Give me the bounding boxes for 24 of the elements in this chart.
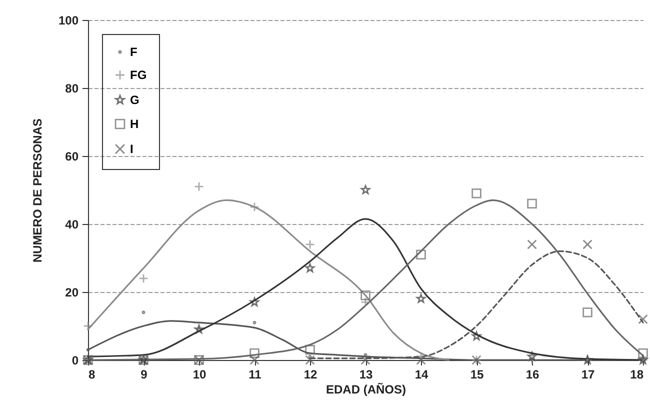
x-axis-title: EDAD (AÑOS) (326, 382, 406, 396)
x-tick-label: 10 (192, 368, 206, 382)
y-axis-title: NUMERO DE PERSONAS (30, 118, 44, 263)
x-tick-label: 15 (470, 368, 484, 382)
y-tick-label: 60 (65, 150, 79, 164)
y-tick-label: 0 (72, 354, 79, 368)
x-tick-label: 18 (630, 368, 644, 382)
x-tick-label: 11 (248, 368, 262, 382)
legend-label: I (130, 142, 134, 156)
y-tick-label: 80 (65, 82, 79, 96)
legend-label: F (130, 45, 138, 59)
x-tick-label: 12 (304, 368, 318, 382)
legend-label: G (130, 93, 140, 107)
x-tick-label: 14 (414, 368, 428, 382)
y-tick-label: 100 (58, 14, 79, 28)
legend-label: H (130, 117, 139, 131)
legend-label: FG (130, 68, 147, 82)
y-tick-label: 40 (65, 218, 79, 232)
x-tick-label: 8 (88, 368, 96, 382)
x-tick-label: 13 (359, 368, 373, 382)
x-tick-label: 9 (140, 368, 148, 382)
x-tick-label: 17 (581, 368, 595, 382)
y-tick-label: 20 (65, 286, 79, 300)
x-tick-label: 16 (526, 368, 540, 382)
